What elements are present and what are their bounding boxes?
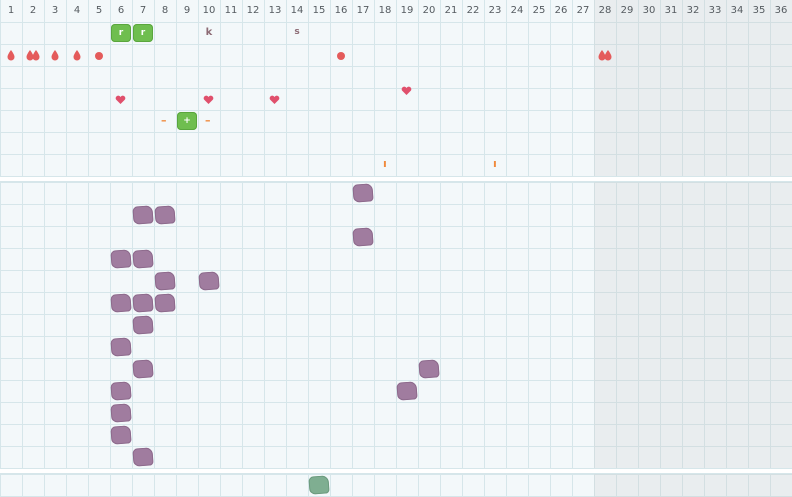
- green-marker[interactable]: r: [133, 24, 153, 42]
- day-number: 30: [642, 5, 656, 16]
- future-days-shade: [594, 182, 792, 468]
- day-number: 33: [708, 5, 722, 16]
- symptoms-grid: [0, 22, 792, 176]
- observation-mark[interactable]: [110, 381, 132, 401]
- day-number: 35: [752, 5, 766, 16]
- observation-mark[interactable]: [154, 271, 176, 291]
- day-header-grid: [0, 0, 792, 22]
- day-number: 7: [139, 5, 147, 16]
- spot-icon: [337, 52, 345, 60]
- day-number: 16: [334, 5, 348, 16]
- observation-mark[interactable]: [154, 205, 176, 225]
- observation-mark[interactable]: [132, 293, 154, 313]
- day-number: 27: [576, 5, 590, 16]
- symptoms-band: r r + k s – – ı ı: [0, 22, 792, 176]
- day-number: 31: [664, 5, 678, 16]
- band-separator: [0, 176, 792, 182]
- observation-mark[interactable]: [198, 271, 220, 291]
- day-number: 3: [51, 5, 59, 16]
- day-number: 10: [202, 5, 216, 16]
- day-number: 14: [290, 5, 304, 16]
- double-drop-icon: [598, 50, 612, 61]
- observation-mark[interactable]: [110, 249, 132, 269]
- drop-icon: [51, 50, 59, 61]
- day-number: 22: [466, 5, 480, 16]
- heart-icon: [115, 95, 126, 104]
- day-number: 2: [29, 5, 37, 16]
- day-number: 8: [161, 5, 169, 16]
- observation-mark[interactable]: [132, 359, 154, 379]
- observation-mark[interactable]: [418, 359, 440, 379]
- day-number: 28: [598, 5, 612, 16]
- dash-mark: –: [205, 114, 211, 127]
- observations-band: [0, 182, 792, 468]
- heart-icon: [269, 95, 280, 104]
- heart-icon: [203, 95, 214, 104]
- dash-mark: –: [161, 114, 167, 127]
- day-number: 5: [95, 5, 103, 16]
- tick-mark: ı: [493, 157, 497, 170]
- observations-grid: [0, 182, 792, 468]
- drop-icon: [7, 50, 15, 61]
- observation-mark[interactable]: [154, 293, 176, 313]
- observation-mark[interactable]: [110, 293, 132, 313]
- day-header: 1 2 3 4 5 6 7 8 9 10 11 12 13 14 15 16 17 18 19 20 21 22 23 24 2…: [0, 0, 792, 22]
- symptom-letter: s: [294, 27, 300, 37]
- day-number: 26: [554, 5, 568, 16]
- day-number: 1: [7, 5, 15, 16]
- observation-mark[interactable]: [110, 337, 132, 357]
- day-number: 23: [488, 5, 502, 16]
- observation-mark[interactable]: [352, 183, 374, 203]
- day-number: 12: [246, 5, 260, 16]
- observation-mark[interactable]: [110, 425, 132, 445]
- observation-mark[interactable]: [132, 249, 154, 269]
- day-number: 21: [444, 5, 458, 16]
- day-number: 6: [117, 5, 125, 16]
- day-number: 15: [312, 5, 326, 16]
- day-number: 32: [686, 5, 700, 16]
- drop-icon: [73, 50, 81, 61]
- day-number: 13: [268, 5, 282, 16]
- heart-icon: [401, 86, 412, 95]
- observation-mark[interactable]: [110, 403, 132, 423]
- day-number: 4: [73, 5, 81, 16]
- green-marker[interactable]: +: [177, 112, 197, 130]
- observation-mark[interactable]: [396, 381, 418, 401]
- day-number: 34: [730, 5, 744, 16]
- bottom-mark[interactable]: [308, 475, 330, 495]
- day-number: 17: [356, 5, 370, 16]
- day-number: 29: [620, 5, 634, 16]
- future-days-shade: [594, 22, 792, 176]
- observation-mark[interactable]: [352, 227, 374, 247]
- day-number: 18: [378, 5, 392, 16]
- day-number: 19: [400, 5, 414, 16]
- observation-mark[interactable]: [132, 447, 154, 467]
- day-number: 36: [774, 5, 788, 16]
- symptom-letter: k: [205, 27, 213, 38]
- double-drop-icon: [26, 50, 40, 61]
- day-number: 9: [183, 5, 191, 16]
- green-marker[interactable]: r: [111, 24, 131, 42]
- observation-mark[interactable]: [132, 315, 154, 335]
- spot-icon: [95, 52, 103, 60]
- tick-mark: ı: [383, 157, 387, 170]
- day-number: 11: [224, 5, 238, 16]
- day-number: 25: [532, 5, 546, 16]
- future-days-shade: [594, 474, 792, 497]
- bottom-band: [0, 474, 792, 497]
- day-number: 24: [510, 5, 524, 16]
- band-separator: [0, 468, 792, 474]
- bottom-grid: [0, 474, 792, 497]
- observation-mark[interactable]: [132, 205, 154, 225]
- day-number: 20: [422, 5, 436, 16]
- future-days-shade: [594, 0, 792, 22]
